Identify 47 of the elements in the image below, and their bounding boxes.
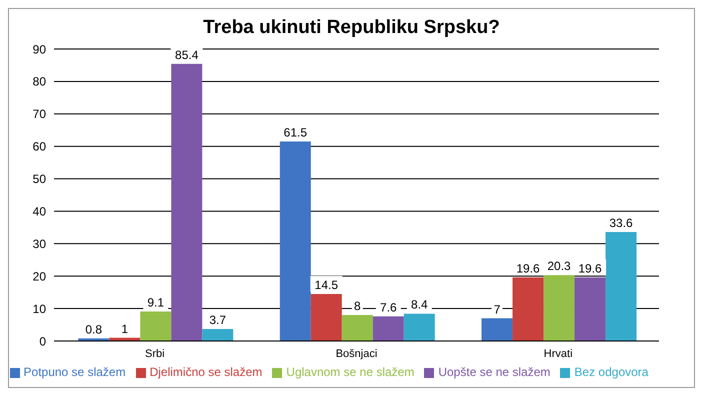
data-label: 14.5 (314, 278, 338, 292)
bar (482, 318, 513, 341)
y-tick-label: 70 (32, 107, 46, 122)
data-label: 19.6 (578, 261, 602, 276)
bar (171, 64, 202, 341)
legend-label: Uglavnom se ne slažem (286, 365, 414, 379)
legend-label: Bez odgovora (574, 365, 648, 379)
data-label: 3.7 (209, 312, 226, 327)
bar (202, 328, 234, 341)
bar (574, 277, 606, 341)
bar (280, 141, 311, 341)
y-tick-label: 10 (32, 302, 46, 316)
x-tick-label: Hrvati (544, 348, 573, 360)
data-label: 0.8 (85, 322, 102, 336)
data-label: 61.5 (284, 125, 308, 140)
bar (404, 314, 435, 341)
data-label: 7 (494, 302, 501, 316)
data-label: 1 (121, 322, 128, 336)
x-tick-label: Srbi (145, 348, 165, 360)
data-label: 20.3 (547, 259, 572, 274)
data-label: 85.4 (175, 48, 199, 62)
data-label: 33.6 (609, 216, 634, 230)
bar (342, 315, 373, 341)
legend-label: Uopšte se ne slažem (438, 365, 550, 379)
y-tick-label: 40 (32, 204, 46, 218)
y-tick-label: 0 (39, 334, 46, 348)
y-tick-label: 30 (32, 236, 46, 251)
bar (606, 232, 637, 341)
bar (512, 277, 544, 341)
legend-label: Djelimično se slažem (150, 365, 262, 379)
y-tick-label: 60 (32, 140, 46, 154)
chart-title: Treba ukinuti Republiku Srpsku? (202, 17, 501, 39)
y-tick-label: 20 (32, 269, 46, 284)
bar (544, 275, 575, 341)
data-label: 8 (354, 299, 362, 314)
bar (372, 316, 404, 341)
bar (140, 311, 172, 341)
y-tick-label: 50 (32, 172, 46, 186)
data-label: 7.6 (380, 300, 398, 314)
x-tick-label: Bošnjaci (336, 348, 378, 360)
bar (310, 294, 342, 341)
y-tick-label: 90 (32, 42, 46, 56)
y-tick-label: 80 (32, 74, 46, 89)
data-label: 8.4 (411, 298, 428, 312)
data-label: 9.1 (147, 295, 164, 310)
data-label: 19.6 (516, 261, 540, 276)
legend-label: Potpuno se slažem (24, 365, 126, 379)
